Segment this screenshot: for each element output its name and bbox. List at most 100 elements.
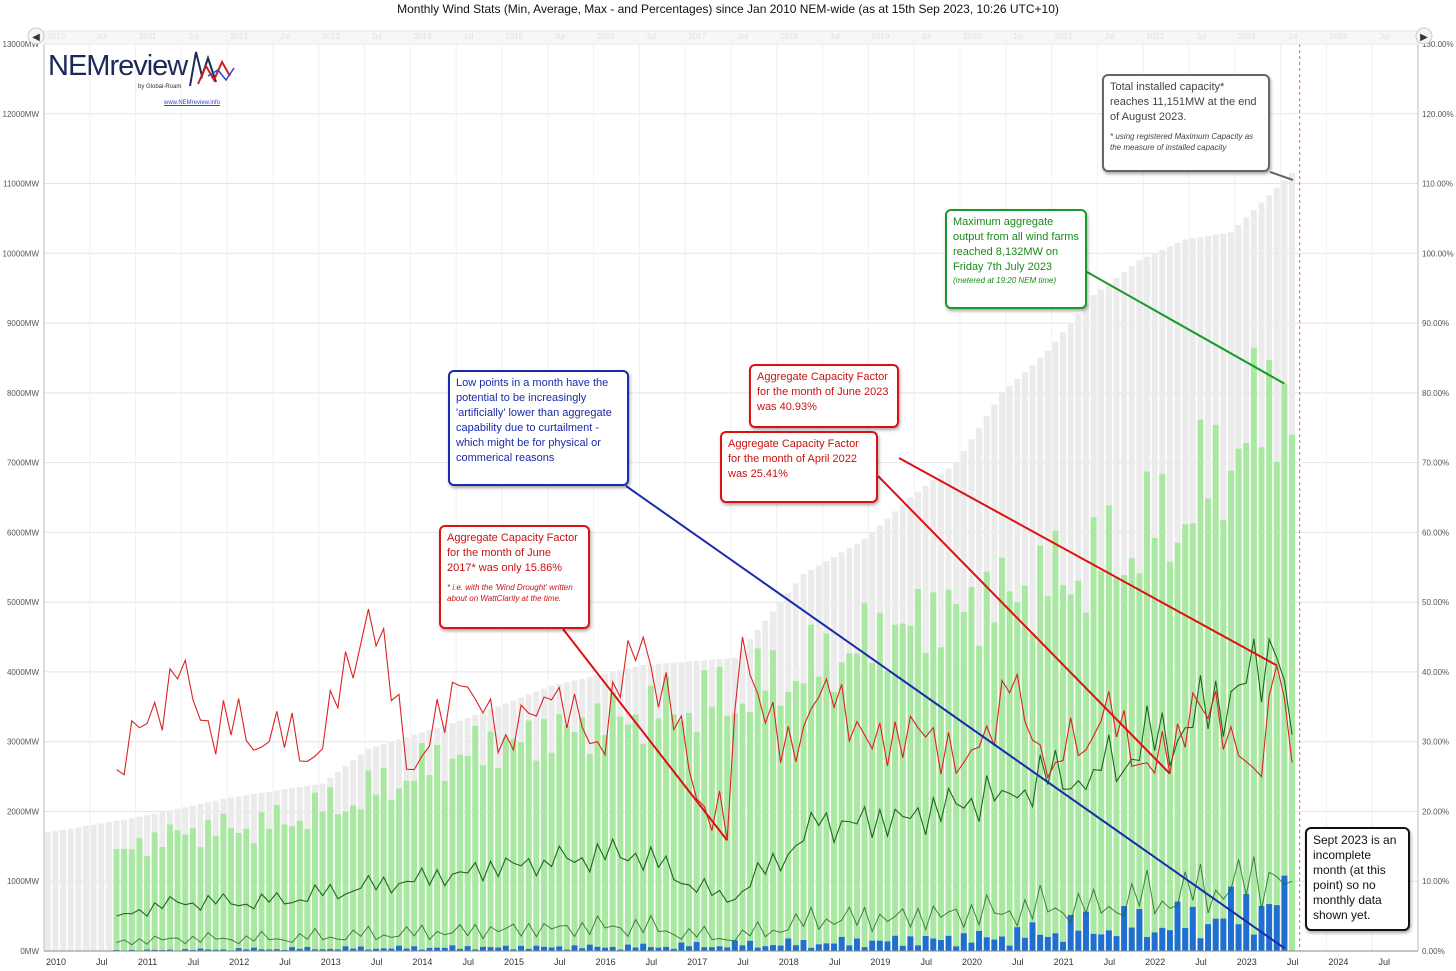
max-output-bar xyxy=(991,622,998,951)
min-output-bar xyxy=(304,946,311,951)
min-output-bar xyxy=(1205,924,1212,951)
x-axis-tick-label: 2010 xyxy=(46,957,66,967)
max-output-bar xyxy=(136,838,143,951)
max-output-bar xyxy=(571,732,578,951)
min-output-bar xyxy=(411,946,418,951)
scroll-left-button[interactable] xyxy=(27,27,45,45)
min-output-bar xyxy=(899,945,906,951)
max-output-bar xyxy=(510,738,517,951)
min-output-bar xyxy=(1182,927,1189,951)
min-output-bar xyxy=(1174,901,1181,951)
min-output-bar xyxy=(449,945,456,951)
max-output-bar xyxy=(388,799,395,951)
right-axis-tick-label: 120.00% xyxy=(1422,110,1454,119)
max-output-bar xyxy=(357,809,364,951)
min-output-bar xyxy=(1075,930,1082,951)
max-output-bar xyxy=(1113,577,1120,951)
min-output-bar xyxy=(1067,914,1074,951)
max-output-bar xyxy=(556,714,563,951)
max-output-bar xyxy=(1037,545,1044,951)
max-output-bar xyxy=(831,691,838,951)
x-axis-top-tick-label: Jul xyxy=(97,32,107,41)
min-output-bar xyxy=(579,948,586,951)
max-output-bar xyxy=(915,589,921,951)
min-output-bar xyxy=(525,948,532,951)
right-axis-tick-label: 90.00% xyxy=(1422,319,1449,328)
min-output-bar xyxy=(907,936,914,951)
min-output-bar xyxy=(1166,930,1173,951)
min-output-bar xyxy=(1258,906,1265,951)
x-axis-tick-label: 2011 xyxy=(138,957,157,967)
min-output-bar xyxy=(686,946,692,951)
min-output-bar xyxy=(1098,934,1105,951)
max-output-bar xyxy=(1029,632,1036,951)
max-output-bar xyxy=(968,587,975,951)
max-output-bar xyxy=(464,755,471,951)
scroll-right-button[interactable] xyxy=(1415,27,1433,45)
min-output-bar xyxy=(1228,886,1234,951)
max-output-bar xyxy=(1228,470,1234,951)
min-output-bar xyxy=(418,949,425,951)
max-output-bar xyxy=(151,832,158,951)
min-output-bar xyxy=(1082,911,1089,951)
min-output-bar xyxy=(777,945,784,951)
min-output-bar xyxy=(212,949,219,951)
x-axis-tick-label: 2019 xyxy=(870,957,890,967)
max-output-bar xyxy=(1182,524,1189,951)
max-output-bar xyxy=(220,813,227,951)
min-output-bar xyxy=(1090,933,1097,951)
max-output-bar xyxy=(258,812,265,951)
nemreview-logo: NEMreview by Global-Roam www.NEMreview.i… xyxy=(48,46,238,110)
capacity-factor-line xyxy=(116,609,1293,841)
capacity-bar xyxy=(60,829,67,951)
min-output-bar xyxy=(739,945,746,951)
max-output-bar xyxy=(121,848,128,951)
min-output-bar xyxy=(182,949,189,951)
max-output-bar xyxy=(808,624,815,951)
x-axis-tick-label: 2018 xyxy=(779,957,799,967)
max-output-bar xyxy=(686,712,692,951)
x-axis-top-tick-label: Jul xyxy=(555,32,565,41)
min-output-bar xyxy=(563,949,570,951)
min-output-bar xyxy=(647,947,654,951)
capacity-bar xyxy=(83,826,89,951)
x-axis-tick-label: Jul xyxy=(1287,957,1299,967)
max-output-bar xyxy=(449,758,456,951)
min-output-bar xyxy=(334,949,341,951)
min-output-bar xyxy=(1105,930,1112,951)
min-output-bar xyxy=(815,944,822,951)
min-output-bar xyxy=(243,949,250,951)
min-output-bar xyxy=(655,947,662,951)
max-output-bar xyxy=(976,645,983,951)
logo-url[interactable]: www.NEMreview.info xyxy=(164,100,221,106)
max-output-bar xyxy=(441,780,448,951)
min-output-bar xyxy=(189,949,196,951)
min-output-bar xyxy=(594,946,601,951)
max-output-bar xyxy=(1212,424,1219,951)
min-output-bar xyxy=(1220,918,1227,951)
max-output-bar xyxy=(1243,442,1250,951)
right-axis-tick-label: 0.00% xyxy=(1422,947,1445,956)
min-output-bar xyxy=(861,947,868,951)
max-output-bar xyxy=(380,767,387,951)
max-output-bar xyxy=(594,703,601,951)
min-output-bar xyxy=(395,945,402,951)
min-output-bar xyxy=(930,938,937,951)
low-points-leader-line xyxy=(625,485,1285,950)
min-output-bar xyxy=(1136,909,1143,951)
max-output-bar xyxy=(1166,561,1173,951)
min-output-bar xyxy=(1060,941,1067,951)
x-axis-top-tick-label: Jul xyxy=(371,32,381,41)
min-output-bar xyxy=(869,940,876,951)
min-output-bar xyxy=(937,940,944,951)
max-output-bar xyxy=(739,703,746,951)
max-output-bar xyxy=(418,743,425,951)
min-output-bar xyxy=(1014,927,1021,951)
max-output-leader-line xyxy=(1086,271,1285,385)
max-output-bar xyxy=(647,685,654,951)
min-output-bar xyxy=(670,948,677,951)
left-axis-tick-label: 8000MW xyxy=(7,389,39,398)
right-axis-tick-label: 110.00% xyxy=(1422,180,1453,189)
left-axis-tick-label: 12000MW xyxy=(3,110,40,119)
min-output-bar xyxy=(846,945,853,951)
